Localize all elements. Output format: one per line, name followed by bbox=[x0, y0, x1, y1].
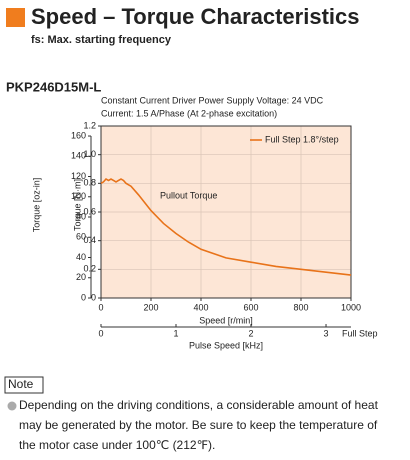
chart-title: PKP246D15M-L bbox=[6, 79, 101, 94]
y2-tick-label: 60 bbox=[76, 232, 86, 242]
x-tick-label: 800 bbox=[293, 302, 308, 312]
y-tick-label: 1.2 bbox=[83, 120, 96, 130]
annotation: Pullout Torque bbox=[160, 190, 217, 200]
y2-tick-label: 40 bbox=[76, 252, 86, 262]
x-tick-label: 1000 bbox=[341, 302, 361, 312]
x-tick-label: 0 bbox=[98, 302, 103, 312]
x2-tick-label: 1 bbox=[173, 328, 178, 338]
line-series bbox=[100, 178, 352, 276]
condition: Constant Current Driver Power Supply Vol… bbox=[101, 95, 324, 105]
x2-axis-label: Pulse Speed [kHz] bbox=[189, 340, 263, 350]
plot-frame bbox=[100, 125, 352, 299]
x-tick-label: 400 bbox=[193, 302, 208, 312]
y-tick-label: 0 bbox=[91, 292, 96, 302]
condition: Current: 1.5 A/Phase (At 2-phase excitat… bbox=[101, 108, 277, 118]
y-axis-label: Torque [N·m] bbox=[72, 179, 82, 231]
note-text: Depending on the driving conditions, a c… bbox=[19, 398, 379, 412]
note-text: may be generated by the motor. Be sure t… bbox=[19, 418, 378, 432]
page-title: Speed – Torque Characteristics bbox=[31, 4, 360, 29]
y2-tick-label: 160 bbox=[71, 130, 86, 140]
bullet bbox=[7, 401, 17, 411]
x2-tick-label: 0 bbox=[98, 328, 103, 338]
y2-tick-label: 120 bbox=[71, 171, 86, 181]
y2-tick-label: 20 bbox=[76, 272, 86, 282]
y-tick-label: 1.0 bbox=[83, 149, 96, 159]
x2-tick-label: 3 bbox=[324, 328, 329, 338]
y2-axis-label: Torque [oz-in] bbox=[31, 178, 41, 233]
y2-tick-label: 80 bbox=[76, 211, 86, 221]
x-axis-label: Speed [r/min] bbox=[199, 315, 253, 325]
legend-label: Full Step 1.8°/step bbox=[265, 134, 339, 144]
y-tick-label: 0.2 bbox=[83, 264, 96, 274]
title-icon bbox=[6, 8, 25, 27]
x2-tick-label: 2 bbox=[249, 328, 254, 338]
y2-tick-label: 100 bbox=[71, 191, 86, 201]
x-tick-label: 600 bbox=[243, 302, 258, 312]
y-tick-label: 0.8 bbox=[83, 178, 96, 188]
note-box bbox=[4, 376, 44, 394]
y-tick-label: 0.6 bbox=[83, 206, 96, 216]
x2-unit-label: Full Step bbox=[342, 328, 378, 338]
note-label: Note bbox=[8, 377, 34, 391]
y2-tick-label: 140 bbox=[71, 151, 86, 161]
y-tick-label: 0.4 bbox=[83, 235, 96, 245]
note-text: the motor case under 100℃ (212℉). bbox=[19, 438, 215, 452]
page-subtitle: fs: Max. starting frequency bbox=[31, 34, 172, 46]
x-tick-label: 200 bbox=[143, 302, 158, 312]
y2-tick-label: 0 bbox=[81, 292, 86, 302]
